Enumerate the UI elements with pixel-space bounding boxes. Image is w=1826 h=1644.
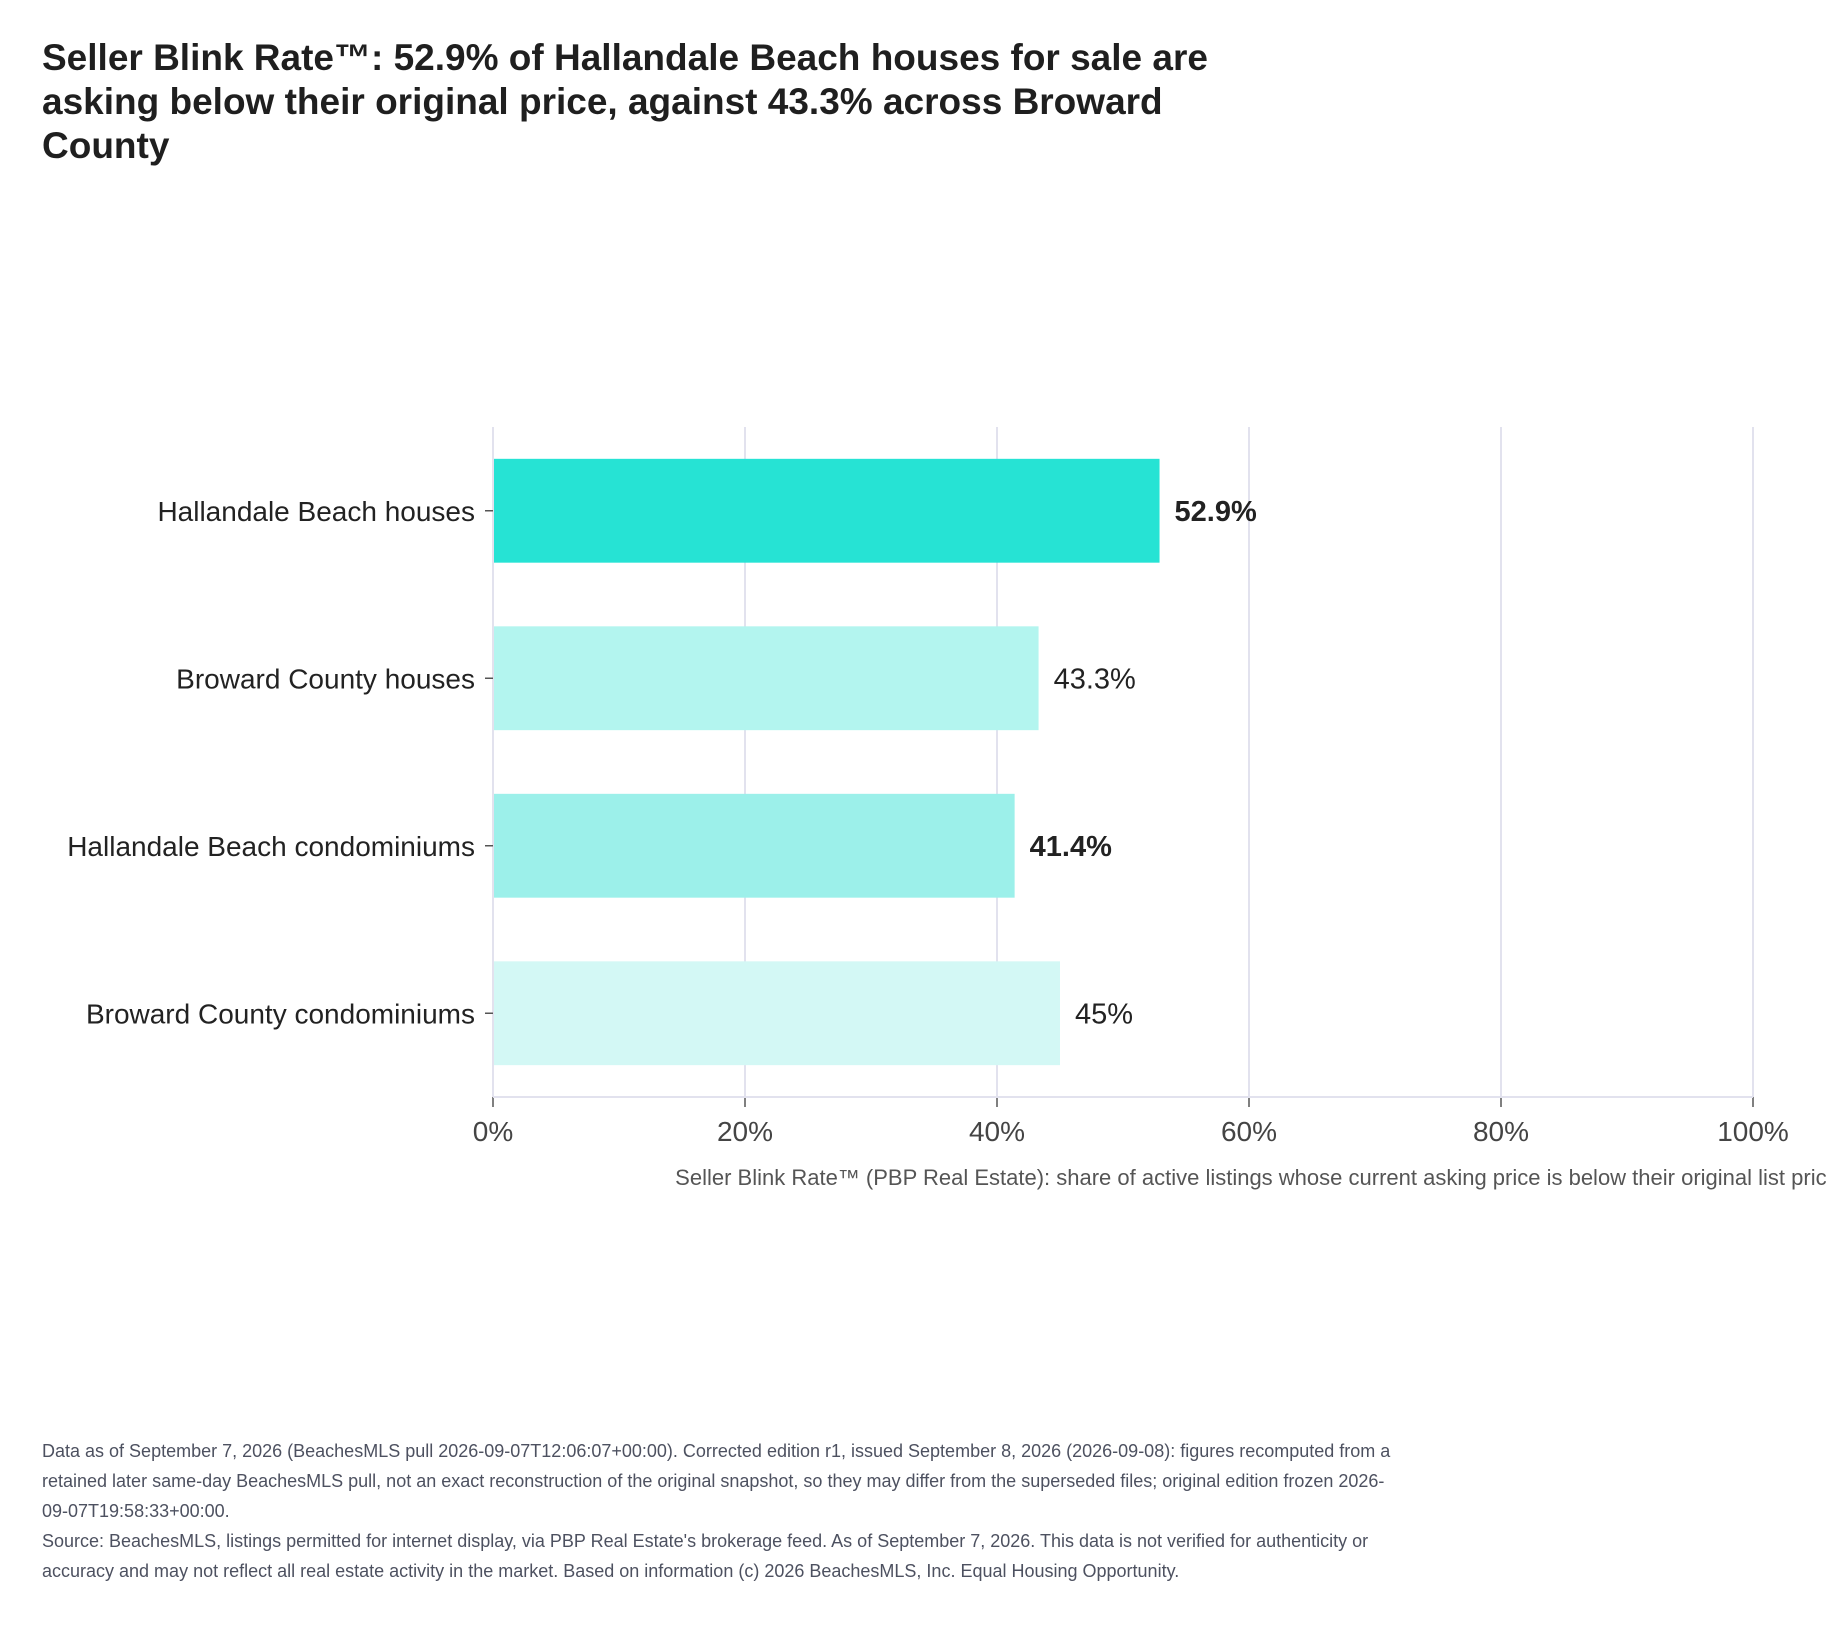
category-label: Hallandale Beach houses <box>157 496 475 527</box>
x-tick-label: 0% <box>473 1116 513 1147</box>
axes <box>485 427 1754 1107</box>
x-tick-label: 40% <box>969 1116 1025 1147</box>
bars <box>493 458 1160 1066</box>
bar <box>493 458 1160 563</box>
footnote: Data as of September 7, 2026 (BeachesMLS… <box>42 1436 1402 1586</box>
source-note: Source: BeachesMLS, listings permitted f… <box>42 1531 1369 1581</box>
bar-chart: 0% 20% 40% 60% 80% 100% Hallandale Beach house… <box>67 427 1826 1190</box>
data-label: 41.4% <box>1030 831 1112 863</box>
bar <box>493 961 1060 1066</box>
category-label: Hallandale Beach condominiums <box>67 831 475 862</box>
x-tick-label: 100% <box>1717 1116 1789 1147</box>
bar <box>493 793 1015 898</box>
data-note: Data as of September 7, 2026 (BeachesMLS… <box>42 1441 1391 1521</box>
chart-title: Seller Blink Rate™: 52.9% of Hallandale … <box>42 37 1208 166</box>
x-tick-label: 20% <box>717 1116 773 1147</box>
data-label: 45% <box>1075 998 1133 1030</box>
x-axis-title: Seller Blink Rate™ (PBP Real Estate): sh… <box>675 1165 1826 1190</box>
x-tick-label: 80% <box>1473 1116 1529 1147</box>
category-label: Broward County houses <box>176 663 475 694</box>
x-tick-label: 60% <box>1221 1116 1277 1147</box>
data-label: 52.9% <box>1175 496 1257 528</box>
category-label: Broward County condominiums <box>86 998 475 1029</box>
data-label: 43.3% <box>1054 663 1136 695</box>
labels: 0% 20% 40% 60% 80% 100% Hallandale Beach house… <box>67 496 1789 1147</box>
bar <box>493 626 1039 731</box>
